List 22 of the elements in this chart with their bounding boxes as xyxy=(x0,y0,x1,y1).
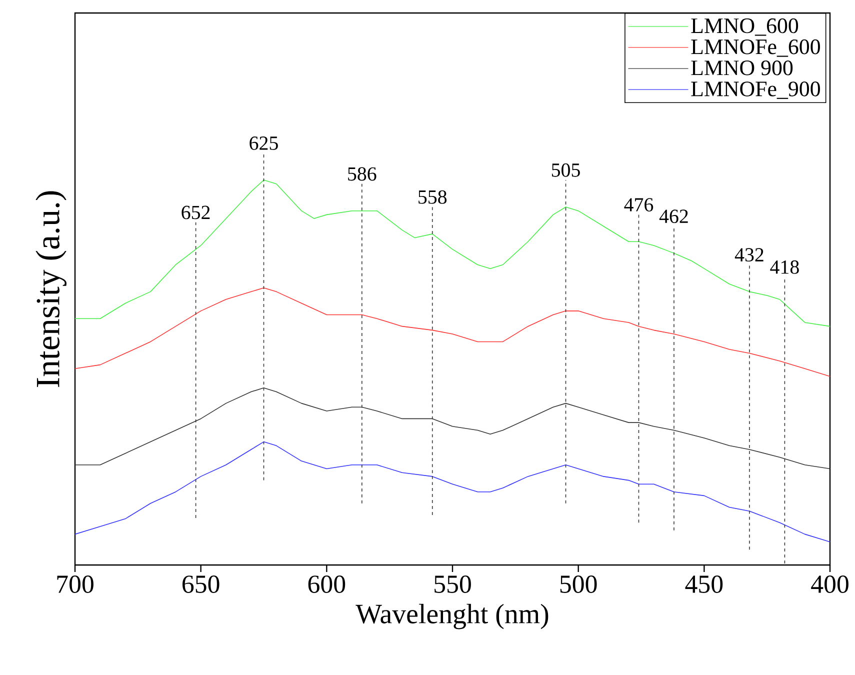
x-axis-title: Wavelenght (nm) xyxy=(356,604,548,630)
x-tick-label: 650 xyxy=(182,576,220,593)
x-tick-label: 450 xyxy=(685,576,723,593)
ref-line-label: 462 xyxy=(659,210,688,224)
x-tick-label: 600 xyxy=(308,576,346,593)
ref-line-label: 558 xyxy=(418,190,447,204)
y-axis-title: Intensity (a.u.) xyxy=(36,191,66,388)
ref-line-label: 418 xyxy=(770,260,799,274)
ref-line-label: 505 xyxy=(552,163,580,177)
ref-line-label: 476 xyxy=(624,198,654,212)
ref-line-label: 652 xyxy=(182,206,210,220)
x-tick-label: 400 xyxy=(811,576,848,593)
x-tick-label: 500 xyxy=(560,576,597,593)
legend-label: LMNOFe_600 xyxy=(691,39,820,57)
ref-line-label: 625 xyxy=(250,136,278,150)
legend-label: LMNO 900 xyxy=(691,60,793,76)
ref-line-label: 586 xyxy=(348,167,376,181)
legend-label: LMNOFe_900 xyxy=(691,82,820,99)
x-tick-label: 700 xyxy=(57,576,94,593)
legend-label: LMNO_600 xyxy=(691,18,798,36)
ref-line-label: 432 xyxy=(734,248,764,262)
x-tick-label: 550 xyxy=(434,576,471,593)
